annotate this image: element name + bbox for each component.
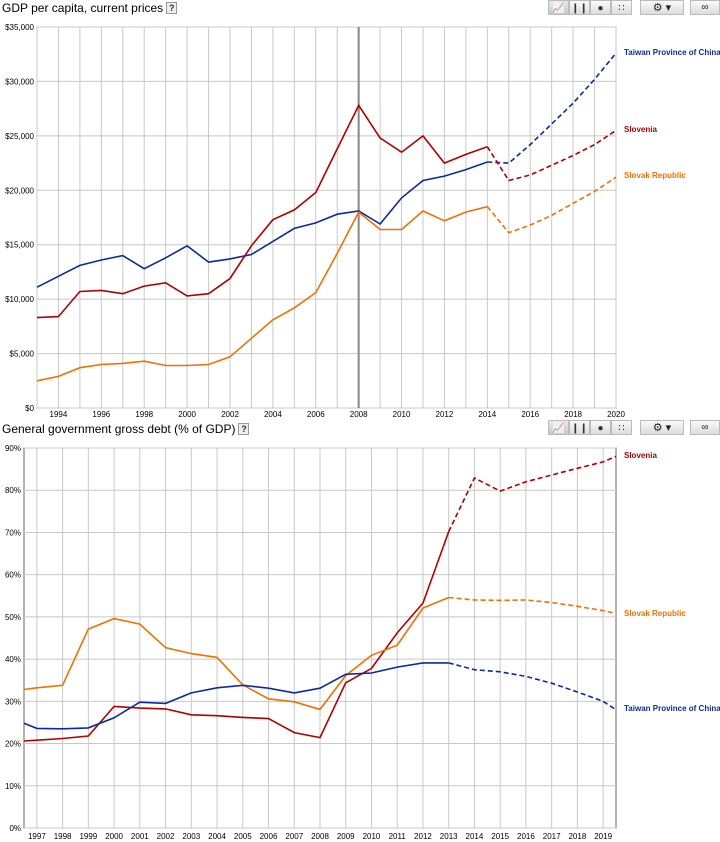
x-tick-label: 2018 xyxy=(564,410,582,419)
series-line-taiwan xyxy=(36,161,488,288)
x-tick-label: 2004 xyxy=(264,410,282,419)
x-tick-label: 2014 xyxy=(466,832,484,841)
legend-label-slovak: Slovak Republic xyxy=(624,609,686,618)
y-tick-label: 80% xyxy=(5,486,21,495)
line-chart-icon[interactable]: 📈 xyxy=(548,420,569,435)
x-tick-label: 2015 xyxy=(491,832,509,841)
legend-label-taiwan: Taiwan Province of China xyxy=(624,48,720,57)
legend-label-slovenia: Slovenia xyxy=(624,125,657,134)
line-chart-icon[interactable]: 📈 xyxy=(548,0,569,15)
y-tick-label: 0% xyxy=(9,824,21,833)
y-tick-label: $15,000 xyxy=(5,241,34,250)
y-tick-label: 90% xyxy=(5,444,21,453)
series-forecast-line-slovak xyxy=(448,596,617,615)
help-icon[interactable]: ? xyxy=(166,2,178,14)
gdp-chart: $0 $5,000 $10,000 $15,000 $20,000 $25,000 $30,… xyxy=(5,23,720,419)
debt-chart: 0% 10% 20% 30% 40% 50% 60% 70% 80% 90% 1997 1998 199… xyxy=(5,444,720,841)
x-tick-label: 2018 xyxy=(568,832,586,841)
x-tick-label: 2006 xyxy=(260,832,278,841)
y-tick-label: $5,000 xyxy=(10,350,35,359)
x-tick-label: 2010 xyxy=(363,832,381,841)
y-tick-label: $25,000 xyxy=(5,132,34,141)
gdp-chart-title-row: GDP per capita, current prices ? xyxy=(2,1,178,15)
globe-icon[interactable]: ● xyxy=(590,0,611,15)
x-tick-label: 2003 xyxy=(182,832,200,841)
x-tick-label: 2001 xyxy=(131,832,149,841)
x-tick-label: 2008 xyxy=(311,832,329,841)
x-tick-label: 2014 xyxy=(478,410,496,419)
y-tick-label: $20,000 xyxy=(5,186,34,195)
x-tick-label: 2005 xyxy=(234,832,252,841)
settings-button[interactable]: ⚙ ▾ xyxy=(640,420,684,435)
x-tick-label: 1996 xyxy=(92,410,110,419)
settings-button[interactable]: ⚙ ▾ xyxy=(640,0,684,15)
x-tick-label: 2012 xyxy=(414,832,432,841)
x-tick-label: 2008 xyxy=(350,410,368,419)
y-tick-label: $10,000 xyxy=(5,295,34,304)
x-tick-label: 2011 xyxy=(389,832,407,841)
y-tick-label: 10% xyxy=(5,782,21,791)
x-tick-label: 2002 xyxy=(221,410,239,419)
gdp-chart-title: GDP per capita, current prices xyxy=(2,1,164,15)
y-tick-label: $30,000 xyxy=(5,77,34,86)
x-tick-label: 1998 xyxy=(54,832,72,841)
series-forecast-line-slovak xyxy=(486,176,617,234)
debt-chart-title-row: General government gross debt (% of GDP)… xyxy=(2,422,250,436)
x-tick-label: 2000 xyxy=(105,832,123,841)
x-tick-label: 2016 xyxy=(521,410,539,419)
x-tick-label: 2012 xyxy=(436,410,454,419)
x-tick-label: 1998 xyxy=(135,410,153,419)
x-tick-label: 2000 xyxy=(178,410,196,419)
x-tick-label: 2020 xyxy=(607,410,625,419)
x-tick-label: 2007 xyxy=(285,832,303,841)
y-tick-label: 50% xyxy=(5,613,21,622)
y-tick-label: 30% xyxy=(5,697,21,706)
chart-type-toolbar: 📈 ❙❙ ● ∷ xyxy=(548,0,632,15)
y-tick-label: 40% xyxy=(5,655,21,664)
y-tick-label: 70% xyxy=(5,528,21,537)
scatter-icon[interactable]: ∷ xyxy=(611,420,632,435)
series-forecast-line-taiwan xyxy=(448,662,617,711)
series-line-slovenia xyxy=(23,531,450,742)
legend-label-slovenia: Slovenia xyxy=(624,451,657,460)
debt-panel: General government gross debt (% of GDP)… xyxy=(0,420,720,842)
series-line-slovenia xyxy=(36,103,488,319)
bar-chart-icon[interactable]: ❙❙ xyxy=(569,420,590,435)
y-tick-label: $0 xyxy=(25,404,34,413)
scatter-icon[interactable]: ∷ xyxy=(611,0,632,15)
series-line-taiwan xyxy=(23,662,449,730)
series-forecast-line-slovenia xyxy=(486,129,617,182)
help-icon[interactable]: ? xyxy=(238,423,250,435)
legend-label-slovak: Slovak Republic xyxy=(624,171,686,180)
legend-label-taiwan: Taiwan Province of China xyxy=(624,704,720,713)
x-tick-label: 2009 xyxy=(337,832,355,841)
series-line-slovak xyxy=(23,596,450,711)
plot-area xyxy=(36,26,617,409)
x-tick-label: 1994 xyxy=(50,410,68,419)
x-tick-label: 2016 xyxy=(517,832,535,841)
x-tick-label: 2019 xyxy=(594,832,612,841)
bar-chart-icon[interactable]: ❙❙ xyxy=(569,0,590,15)
globe-icon[interactable]: ● xyxy=(590,420,611,435)
gdp-panel: GDP per capita, current prices ? 📈 ❙❙ ● … xyxy=(2,0,720,419)
y-tick-label: $35,000 xyxy=(5,23,34,32)
y-tick-label: 20% xyxy=(5,740,21,749)
x-tick-label: 2002 xyxy=(157,832,175,841)
x-tick-label: 2010 xyxy=(393,410,411,419)
series-forecast-line-slovenia xyxy=(447,455,617,532)
series-line-slovak xyxy=(36,205,488,382)
x-tick-label: 2013 xyxy=(440,832,458,841)
x-tick-label: 2017 xyxy=(543,832,561,841)
debt-chart-title: General government gross debt (% of GDP) xyxy=(2,422,236,436)
x-tick-label: 1997 xyxy=(28,832,46,841)
link-button[interactable]: ∞ xyxy=(690,0,720,15)
x-tick-label: 2006 xyxy=(307,410,325,419)
x-tick-label: 1999 xyxy=(79,832,97,841)
x-tick-label: 2004 xyxy=(208,832,226,841)
chart-type-toolbar: 📈 ❙❙ ● ∷ xyxy=(548,420,632,435)
y-tick-label: 60% xyxy=(5,571,21,580)
